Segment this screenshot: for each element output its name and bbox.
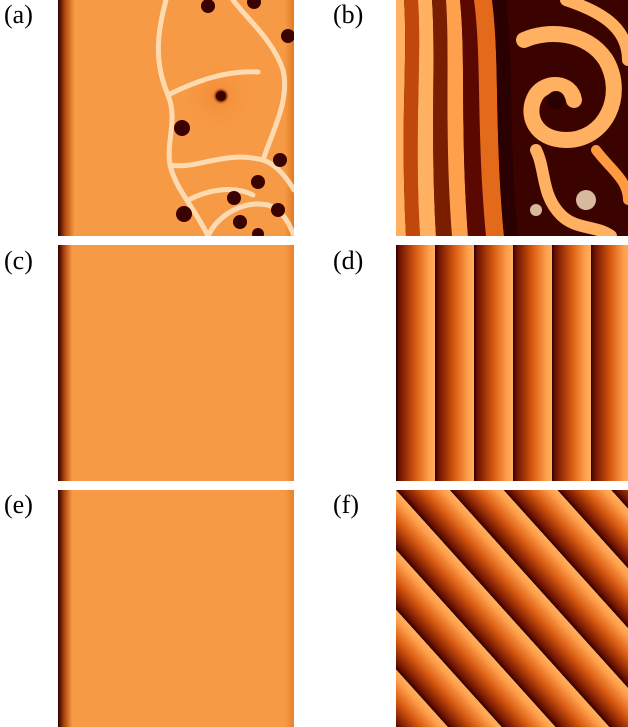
panel-a-image bbox=[58, 0, 294, 236]
panel-label-d: (d) bbox=[333, 246, 364, 275]
panel-label-c: (c) bbox=[4, 246, 33, 275]
panel-label-e: (e) bbox=[4, 490, 33, 519]
panel-e-image bbox=[58, 490, 294, 727]
panel-d-image bbox=[396, 245, 628, 481]
panel-c-image bbox=[58, 245, 294, 481]
panel-label-a: (a) bbox=[4, 0, 33, 29]
panel-f-image bbox=[396, 490, 628, 727]
panel-b-image bbox=[396, 0, 628, 236]
panel-label-b: (b) bbox=[333, 0, 364, 29]
panel-label-f: (f) bbox=[333, 490, 359, 519]
